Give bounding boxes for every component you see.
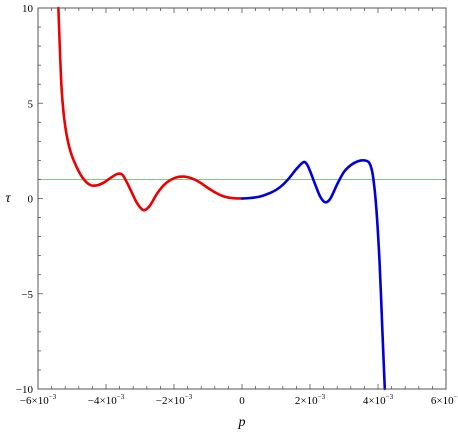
y-tick-label: 0 bbox=[28, 194, 34, 206]
x-tick-label: 6×10−3 bbox=[431, 393, 458, 407]
x-tick-label: 2×10−3 bbox=[295, 393, 326, 407]
x-tick-mantissa: 4 bbox=[363, 395, 369, 407]
x-tick-exponent: −3 bbox=[318, 393, 326, 401]
x-tick-label: −6×10−3 bbox=[20, 393, 57, 407]
y-tick-label: 5 bbox=[28, 98, 34, 110]
x-tick-label: −2×10−3 bbox=[156, 393, 193, 407]
series-line-2 bbox=[240, 159, 387, 391]
x-tick-mantissa: −6 bbox=[20, 395, 32, 407]
x-tick-exponent: −3 bbox=[454, 393, 458, 401]
series-line-1 bbox=[57, 6, 244, 212]
y-tick-label: −5 bbox=[21, 289, 33, 301]
x-axis-label: p bbox=[238, 415, 246, 430]
x-tick-mantissa: 2 bbox=[295, 395, 301, 407]
y-axis-label: τ bbox=[5, 191, 11, 206]
x-tick-label: 0 bbox=[239, 395, 245, 407]
x-tick-exponent: −3 bbox=[49, 393, 57, 401]
x-tick-times: ×10 bbox=[100, 395, 118, 407]
y-tick-label: −10 bbox=[16, 384, 34, 396]
x-tick-label: 4×10−3 bbox=[363, 393, 394, 407]
x-tick-mantissa: −2 bbox=[156, 395, 168, 407]
x-tick-label: −4×10−3 bbox=[88, 393, 125, 407]
x-tick-mantissa: −4 bbox=[88, 395, 100, 407]
x-tick-times: ×10 bbox=[436, 395, 454, 407]
y-tick-label: 10 bbox=[22, 3, 34, 15]
x-tick-mantissa: 6 bbox=[431, 395, 437, 407]
x-tick-times: ×10 bbox=[32, 395, 50, 407]
x-tick-times: ×10 bbox=[168, 395, 186, 407]
x-tick-times: ×10 bbox=[368, 395, 386, 407]
x-tick-exponent: −3 bbox=[185, 393, 193, 401]
x-tick-exponent: −3 bbox=[117, 393, 125, 401]
x-tick-times: ×10 bbox=[300, 395, 318, 407]
x-tick-exponent: −3 bbox=[386, 393, 394, 401]
x-tick-mantissa: 0 bbox=[239, 395, 245, 407]
